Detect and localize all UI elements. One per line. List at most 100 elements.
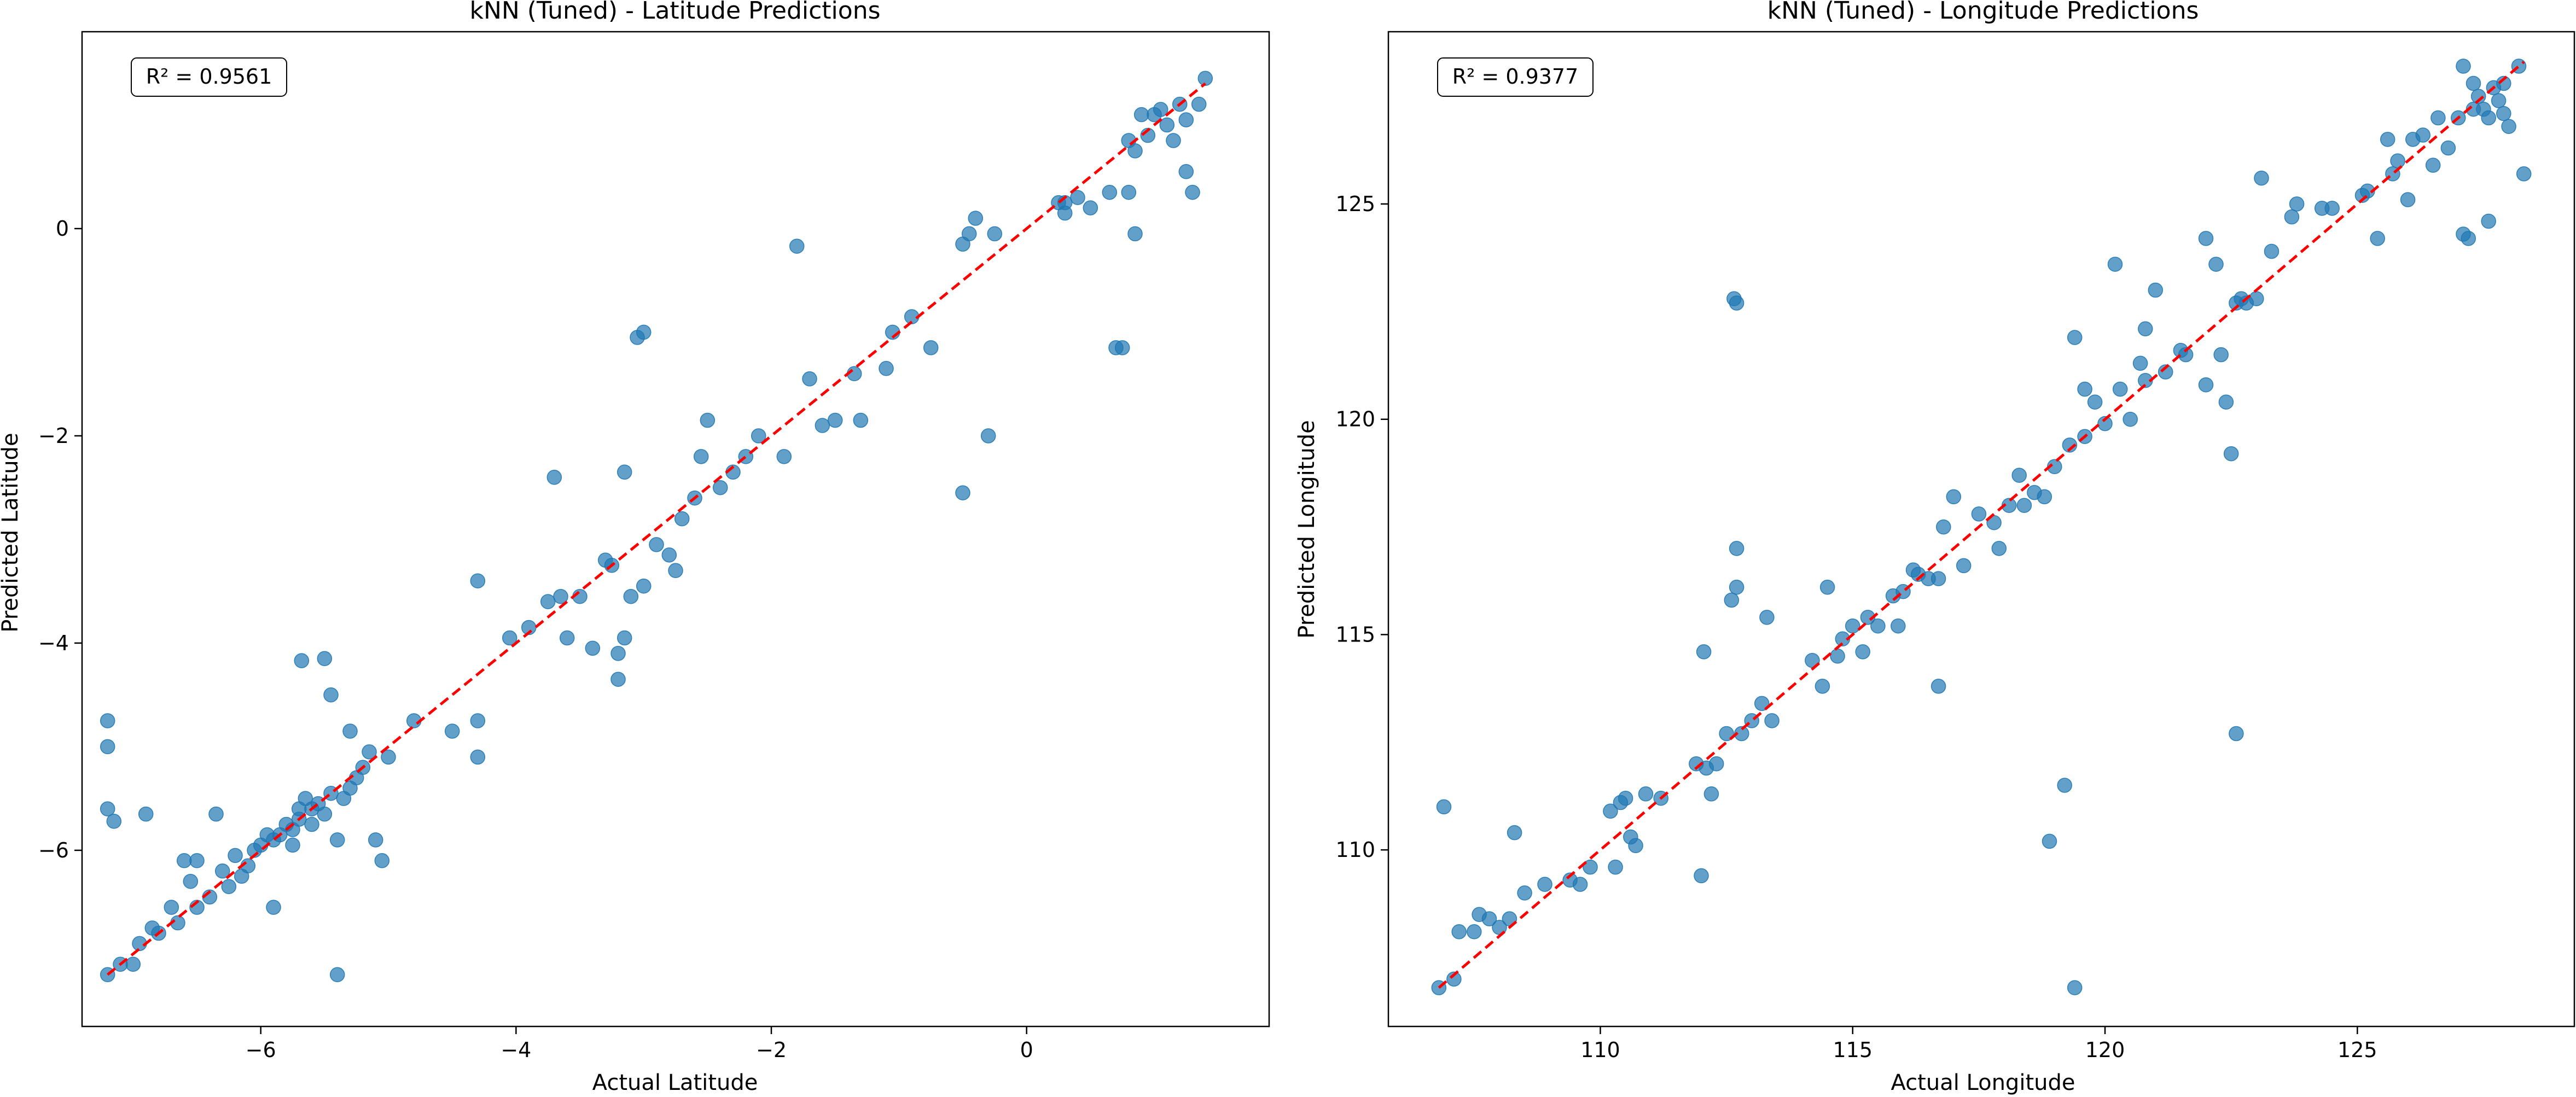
y-tick-label: 115	[1335, 622, 1375, 646]
data-point	[1178, 112, 1194, 127]
data-point	[100, 801, 115, 816]
data-point	[1159, 117, 1175, 133]
y-axis-label-latitude: Predicted Latitude	[0, 433, 23, 632]
data-point	[1083, 200, 1098, 215]
y-tick-label: −4	[38, 631, 69, 655]
data-point	[2067, 330, 2083, 345]
data-point	[1114, 340, 1130, 355]
data-point	[2067, 980, 2083, 995]
data-point	[2470, 89, 2486, 104]
y-axis-label-longitude: Predicted Longitude	[1294, 420, 1319, 638]
r2-value-longitude: R² = 0.9377	[1452, 65, 1579, 89]
data-point	[285, 837, 300, 853]
y-tick-label: −6	[38, 838, 69, 862]
y-tick-label: 125	[1335, 192, 1375, 216]
data-point	[802, 371, 817, 387]
x-tick-label: −2	[756, 1038, 787, 1062]
data-point	[1855, 644, 1870, 660]
data-point	[879, 361, 894, 376]
x-tick-label: 110	[1580, 1038, 1620, 1062]
x-axis-label-longitude: Actual Longitude	[1891, 1070, 2075, 1095]
data-point	[362, 744, 377, 760]
data-point	[2456, 59, 2471, 74]
data-point	[2198, 377, 2214, 393]
data-point	[2501, 119, 2516, 134]
data-point	[1845, 618, 1860, 634]
data-point	[470, 573, 486, 588]
data-point	[1133, 107, 1149, 122]
ideal-line-latitude	[107, 82, 1206, 976]
data-point	[164, 900, 179, 915]
data-point	[751, 428, 766, 444]
data-point	[329, 832, 345, 848]
data-point	[176, 853, 192, 868]
data-point	[712, 480, 728, 495]
scatter-points-latitude	[100, 71, 1213, 983]
data-point	[2380, 132, 2395, 147]
data-point	[1703, 786, 1719, 802]
data-point	[1991, 541, 2007, 556]
chart-latitude: kNN (Tuned) - Latitude Predictions −6 −4−…	[0, 0, 1270, 1095]
data-point	[1930, 679, 1946, 694]
data-point	[2289, 196, 2305, 212]
data-point	[815, 418, 830, 433]
x-tick-label: −6	[246, 1038, 276, 1062]
data-point	[2496, 106, 2511, 121]
y-tick-label: −2	[38, 424, 69, 448]
data-point	[1759, 610, 1775, 625]
data-point	[1754, 696, 1770, 711]
data-point	[617, 464, 632, 480]
chart-title-longitude: kNN (Tuned) - Longitude Predictions	[1767, 0, 2199, 25]
data-point	[138, 806, 154, 822]
data-point	[100, 739, 115, 755]
data-point	[2481, 110, 2496, 126]
data-point	[2062, 437, 2078, 453]
x-ticks-latitude: −6 −4 −2 0	[246, 1026, 1033, 1062]
data-point	[2016, 498, 2032, 513]
x-tick-label: 115	[1833, 1038, 1873, 1062]
plot-frame-longitude	[1387, 31, 2575, 1028]
data-point	[1729, 295, 1745, 311]
data-point	[317, 651, 333, 667]
data-point	[987, 226, 1003, 242]
data-point	[636, 578, 652, 594]
r2-annotation-latitude: R² = 0.9561	[131, 57, 287, 97]
data-point	[661, 547, 677, 563]
data-point	[1930, 571, 1946, 586]
data-point	[1628, 838, 1643, 854]
data-point	[1517, 885, 1532, 901]
data-point	[827, 412, 843, 428]
data-point	[1764, 713, 1780, 728]
data-point	[553, 588, 568, 604]
data-point	[955, 485, 970, 500]
data-point	[1608, 859, 1623, 875]
x-tick-label: 125	[2337, 1038, 2377, 1062]
data-point	[1166, 133, 1181, 148]
data-point	[1708, 756, 1724, 772]
data-point	[2461, 231, 2476, 246]
data-point	[1436, 799, 1452, 815]
x-tick-label: −4	[501, 1038, 531, 1062]
data-point	[100, 713, 115, 728]
data-point	[2465, 75, 2481, 91]
x-tick-label: 120	[2085, 1038, 2125, 1062]
data-point	[2213, 347, 2229, 363]
data-point	[540, 594, 556, 609]
r2-box-longitude	[1437, 57, 1594, 97]
data-point	[125, 956, 141, 972]
data-point	[2425, 157, 2441, 173]
y-tick-label: 110	[1335, 838, 1375, 862]
data-point	[610, 646, 626, 661]
x-tick-label: 0	[1020, 1038, 1033, 1062]
data-point	[649, 537, 664, 552]
data-point	[1197, 71, 1213, 86]
data-point	[923, 340, 939, 355]
data-point	[317, 806, 333, 822]
data-point	[323, 687, 339, 703]
data-point	[2057, 778, 2072, 793]
data-point	[2223, 446, 2239, 462]
data-point	[700, 412, 716, 428]
data-point	[374, 853, 390, 868]
data-point	[2042, 833, 2057, 849]
